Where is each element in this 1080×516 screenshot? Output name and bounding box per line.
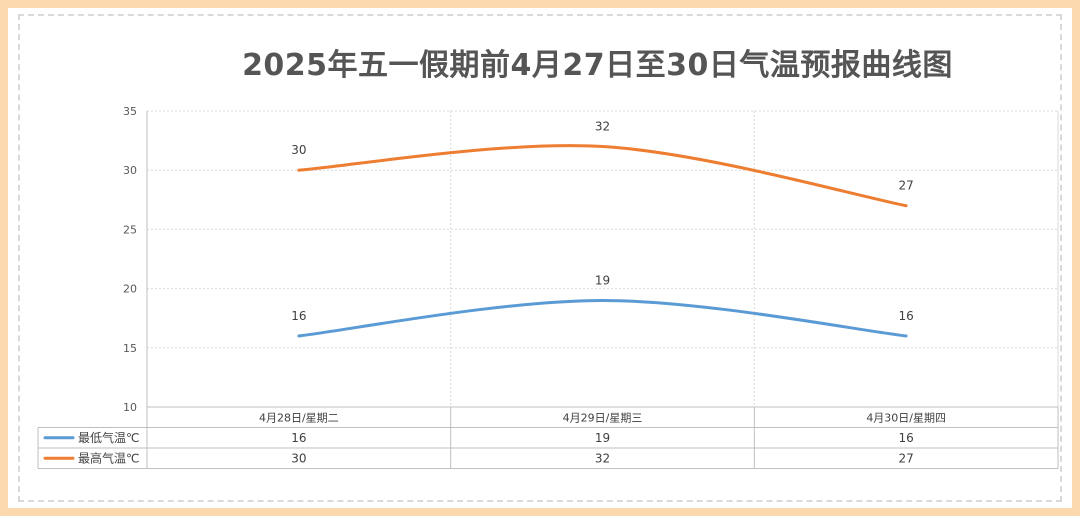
category-label: 4月29日/星期三 xyxy=(563,412,643,425)
table-cell: 16 xyxy=(899,431,914,445)
data-label: 30 xyxy=(291,143,306,157)
y-tick-label: 10 xyxy=(123,401,137,414)
table-cell: 30 xyxy=(291,451,306,465)
chart-frame xyxy=(8,8,1072,508)
data-label: 19 xyxy=(595,273,610,287)
series-line-1 xyxy=(297,298,908,338)
y-tick-label: 15 xyxy=(123,342,137,355)
y-tick-label: 25 xyxy=(123,223,137,236)
series-line-2 xyxy=(297,144,908,208)
data-label: 16 xyxy=(899,309,914,323)
y-tick-label: 30 xyxy=(123,164,137,177)
y-tick-label: 20 xyxy=(123,283,137,296)
table-cell: 16 xyxy=(291,431,306,445)
table-cell: 32 xyxy=(595,451,610,465)
table-cell: 27 xyxy=(899,451,914,465)
category-label: 4月28日/星期二 xyxy=(259,412,339,425)
data-label: 27 xyxy=(899,179,914,193)
legend-label: 最低气温℃ xyxy=(78,430,139,445)
category-label: 4月30日/星期四 xyxy=(866,412,946,425)
chart-border xyxy=(18,14,1062,502)
data-label: 32 xyxy=(595,120,610,134)
legend-label: 最高气温℃ xyxy=(78,450,139,465)
table-cell: 19 xyxy=(595,431,610,445)
chart-title: 2025年五一假期前4月27日至30日气温预报曲线图 xyxy=(242,48,953,83)
y-tick-label: 35 xyxy=(123,105,137,118)
data-label: 16 xyxy=(291,309,306,323)
